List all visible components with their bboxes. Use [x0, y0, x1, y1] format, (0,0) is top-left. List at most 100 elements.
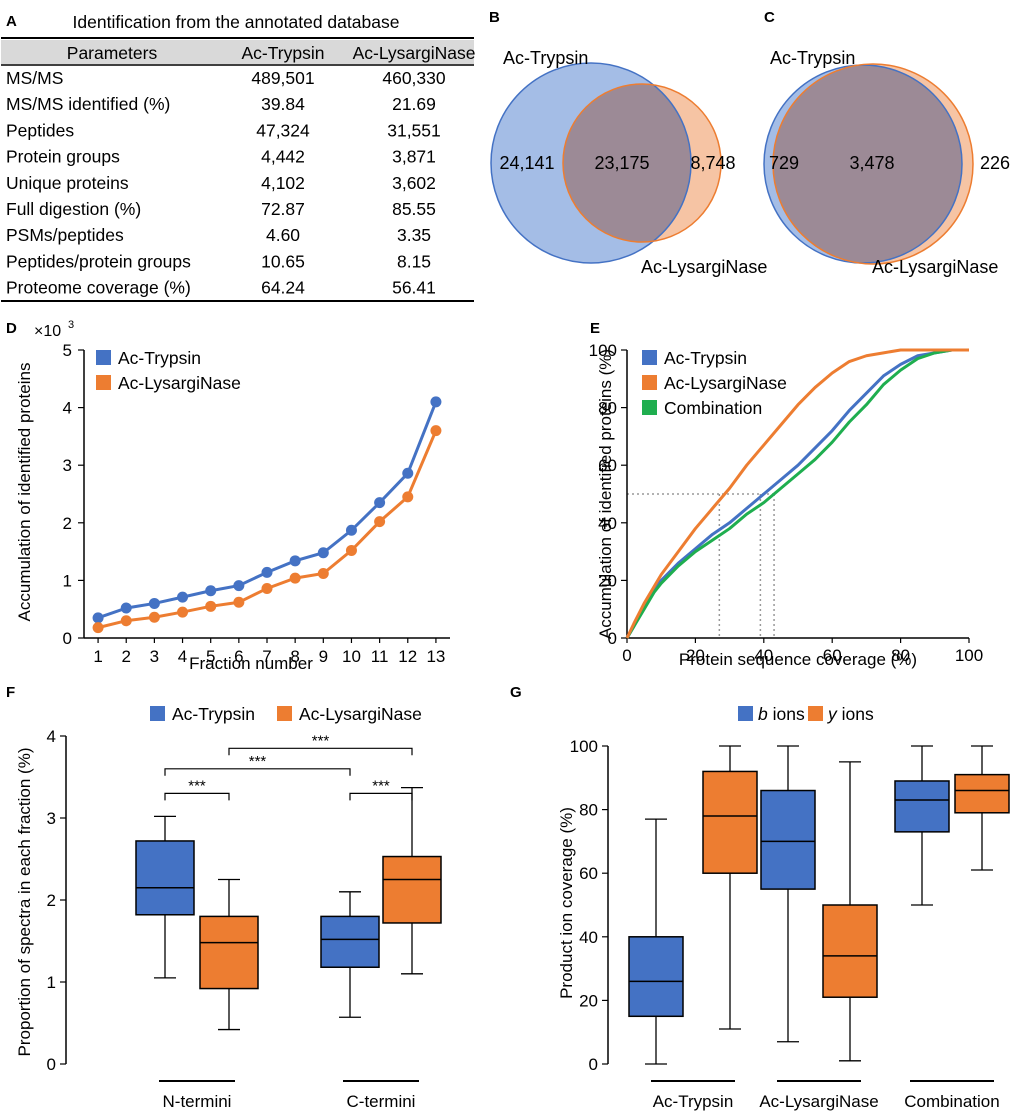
panel-g: G Product ion coverage (%) 0 20 40 60 80 100 A…: [510, 684, 1010, 1111]
g-y-tick-label: 60: [579, 864, 598, 883]
g-y-ions-box: [954, 773, 1010, 814]
e-series-line-0: [625, 348, 969, 639]
venn-b-set-a-label: Ac-Trypsin: [503, 48, 588, 68]
g-y-tick-label: 80: [579, 801, 598, 820]
panel-f: F Proportion of spectra in each fraction…: [6, 684, 442, 1111]
d-point-0: [205, 585, 217, 597]
table-cell-trypsin: 47,324: [256, 120, 310, 140]
g-b-ions-box: [894, 780, 950, 833]
table-cell-parameter: Full digestion (%): [6, 199, 141, 219]
venn-b-set-b-label: Ac-LysargiNase: [641, 257, 767, 277]
panel-label-g: G: [510, 684, 522, 701]
d-x-tick-label: 3: [150, 647, 159, 666]
venn-c-lysarginase-outline: [772, 63, 974, 265]
e-legend-swatch-1: [642, 375, 657, 390]
venn-c-set-a-label: Ac-Trypsin: [770, 48, 855, 68]
e-x-axis-label: Protein sequence coverage (%): [679, 650, 917, 669]
table-body: MS/MS 489,501 460,330 MS/MS identified (%) 3…: [6, 68, 446, 298]
e-legend-swatch-0: [642, 350, 657, 365]
table-cell-lysarginase: 56.41: [392, 278, 436, 298]
venn-b-only-a: 24,141: [499, 153, 554, 173]
d-y-tick-label: 5: [63, 341, 72, 360]
g-legend-swatch-y: [808, 706, 823, 721]
d-multiplier-exp: 3: [68, 319, 74, 331]
f-y-tick-label: 0: [47, 1055, 56, 1074]
e-y-axis-label: Accumulation of identified proteins (%): [596, 349, 615, 639]
d-point-0: [148, 597, 160, 609]
table-cell-trypsin: 4,102: [261, 173, 305, 193]
d-legend-swatch-0: [96, 350, 111, 365]
panel-label-e: E: [590, 320, 600, 337]
d-x-tick-label: 10: [342, 647, 361, 666]
d-y-tick-label: 1: [63, 571, 72, 590]
e-x-tick-label: 100: [955, 646, 983, 665]
d-legend-label-0: Ac-Trypsin: [118, 348, 201, 368]
f-significance-label: ***: [188, 777, 206, 794]
panel-label-c: C: [764, 9, 775, 26]
e-y-tick-label: 80: [598, 399, 617, 418]
g-y-tick-label: 100: [570, 737, 598, 756]
f-significance-label: ***: [372, 777, 390, 794]
e-y-tick-label: 100: [589, 341, 617, 360]
g-y-axis-label: Product ion coverage (%): [557, 807, 576, 999]
table-cell-lysarginase: 3,602: [392, 173, 436, 193]
venn-c-only-a: 729: [769, 153, 799, 173]
g-b-ions-box: [760, 789, 816, 890]
d-x-tick-label: 7: [262, 647, 271, 666]
d-point-1: [289, 572, 301, 584]
table-cell-lysarginase: 31,551: [387, 120, 441, 140]
g-legend-swatch-b: [738, 706, 753, 721]
table-cell-trypsin: 4,442: [261, 147, 305, 167]
d-x-tick-label: 1: [93, 647, 102, 666]
table-cell-lysarginase: 3,871: [392, 147, 436, 167]
e-series-line-1: [625, 348, 969, 639]
e-y-tick-label: 20: [598, 571, 617, 590]
d-x-tick-label: 6: [234, 647, 243, 666]
venn-c-set-b-label: Ac-LysargiNase: [872, 257, 998, 277]
d-point-1: [261, 582, 273, 594]
table-cell-parameter: MS/MS: [6, 68, 63, 88]
d-point-1: [148, 611, 160, 623]
f-legend-swatch-trypsin: [150, 706, 165, 721]
f-significance-bracket: [349, 792, 413, 801]
g-legend-label-y: y ions: [827, 704, 874, 724]
table-cell-trypsin: 72.87: [261, 199, 305, 219]
d-point-0: [92, 612, 104, 624]
d-x-axis-label: Fraction number: [189, 654, 313, 673]
d-x-tick-label: 13: [426, 647, 445, 666]
venn-b-lysarginase-outline: [562, 83, 722, 243]
d-y-tick-label: 2: [63, 514, 72, 533]
d-y-tick-label: 4: [63, 399, 72, 418]
table-cell-trypsin: 64.24: [261, 278, 305, 298]
f-y-axis-label: Proportion of spectra in each fraction (…: [15, 748, 34, 1057]
f-significance-bracket: [164, 768, 351, 776]
f-trypsin-box: [135, 840, 195, 916]
e-x-tick-label: 80: [891, 646, 910, 665]
panel-d: D ×10 3 Accumulation of identified prote…: [6, 319, 450, 673]
venn-c-both: 3,478: [849, 153, 894, 173]
f-lysarginase-box: [382, 855, 442, 924]
e-x-tick-label: 0: [622, 646, 631, 665]
table-cell-trypsin: 4.60: [266, 225, 300, 245]
venn-b-trypsin-outline: [490, 62, 692, 264]
e-legend-label-1: Ac-LysargiNase: [664, 373, 787, 393]
d-point-1: [92, 622, 104, 634]
f-legend-label-trypsin: Ac-Trypsin: [172, 704, 255, 724]
f-legend-swatch-lysarginase: [277, 706, 292, 721]
f-y-tick-label: 1: [47, 973, 56, 992]
f-group-label: N-termini: [163, 1092, 232, 1111]
venn-b-overlap: [563, 84, 691, 242]
table-cell-trypsin: 10.65: [261, 251, 305, 271]
panel-a: A Identification from the annotated data…: [1, 12, 475, 302]
f-legend-label-lysarginase: Ac-LysargiNase: [299, 704, 422, 724]
table-cell-trypsin: 39.84: [261, 94, 305, 114]
d-x-tick-label: 5: [206, 647, 215, 666]
d-y-tick-label: 3: [63, 456, 72, 475]
table-cell-parameter: Peptides/protein groups: [6, 251, 191, 271]
d-point-1: [177, 606, 189, 618]
table-cell-parameter: PSMs/peptides: [6, 225, 124, 245]
d-series-line-1: [97, 430, 438, 630]
f-significance-bracket: [228, 747, 413, 756]
venn-b-both: 23,175: [594, 153, 649, 173]
table-header-band: [1, 40, 474, 64]
